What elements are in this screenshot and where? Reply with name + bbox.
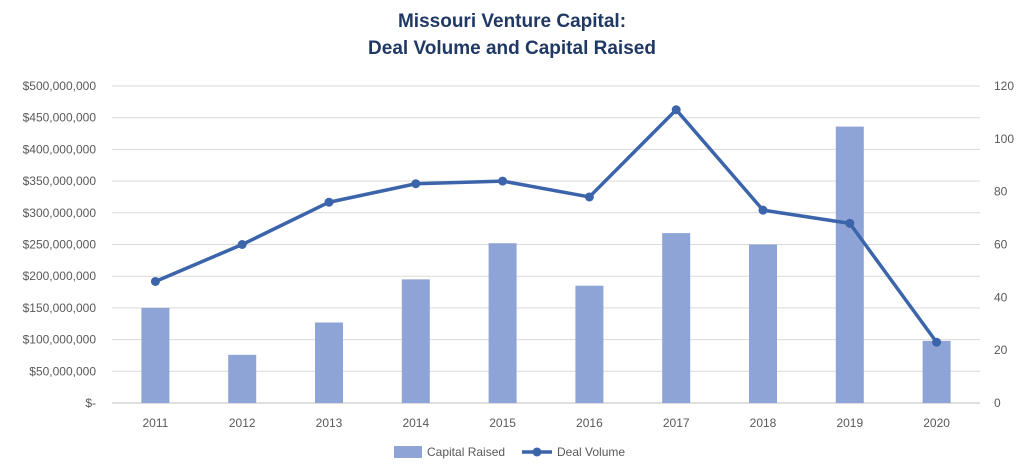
chart-title: Missouri Venture Capital: Deal Volume an… [0,8,1024,62]
x-tick-label: 2018 [750,416,777,430]
x-tick-label: 2013 [316,416,343,430]
x-tick-label: 2016 [576,416,603,430]
y-right-tick-label: 80 [994,185,1008,199]
y-left-tick-label: $100,000,000 [23,333,97,347]
y-right-tick-label: 100 [994,132,1014,146]
legend-swatch-capital-raised [394,446,422,458]
y-right-tick-label: 60 [994,238,1008,252]
point-deal-volume [671,105,681,115]
legend-marker-deal-volume [532,447,542,457]
x-tick-label: 2012 [229,416,256,430]
bar-capital-raised [228,354,257,403]
y-left-tick-label: $300,000,000 [23,206,97,220]
y-right-tick-label: 40 [994,290,1008,304]
bar-capital-raised [835,126,864,404]
chart-title-line-2: Deal Volume and Capital Raised [368,38,656,59]
y-left-tick-label: $200,000,000 [23,269,97,283]
point-deal-volume [584,192,594,202]
bar-capital-raised [575,285,604,403]
point-deal-volume [758,205,768,215]
point-deal-volume [932,337,942,347]
y-left-tick-label: $350,000,000 [23,174,97,188]
x-tick-label: 2019 [836,416,863,430]
point-deal-volume [498,176,508,186]
y-right-tick-label: 0 [994,396,1001,410]
y-left-tick-label: $450,000,000 [23,111,97,125]
x-tick-label: 2020 [923,416,950,430]
line-deal-volume [153,108,939,344]
point-deal-volume [411,179,421,189]
bar-capital-raised [141,307,170,403]
legend-label-deal-volume: Deal Volume [557,445,625,459]
bar-capital-raised [315,322,343,403]
bar-capital-raised [749,244,777,403]
y-right-tick-label: 20 [994,343,1008,357]
y-left-tick-label: $150,000,000 [23,301,97,315]
y-left-tick-label: $400,000,000 [23,142,97,156]
y-right-tick-label: 120 [994,79,1014,93]
bar-capital-raised [401,279,430,403]
bar-capital-raised [488,243,517,403]
y-left-tick-label: $500,000,000 [23,79,97,93]
point-deal-volume [845,218,855,228]
bar-capital-raised [662,233,691,403]
y-left-tick-label: $50,000,000 [29,364,96,378]
y-left-tick-label: $- [85,396,96,410]
x-tick-label: 2011 [142,416,168,430]
y-left-tick-label: $250,000,000 [23,238,97,252]
point-deal-volume [324,197,334,207]
x-tick-label: 2014 [402,416,429,430]
chart-title-line-1: Missouri Venture Capital: [397,11,627,32]
x-tick-label: 2017 [663,416,690,430]
point-deal-volume [150,276,160,286]
x-tick-label: 2015 [489,416,516,430]
point-deal-volume [237,240,247,249]
legend-label-capital-raised: Capital Raised [427,445,505,459]
bar-capital-raised [922,340,951,403]
